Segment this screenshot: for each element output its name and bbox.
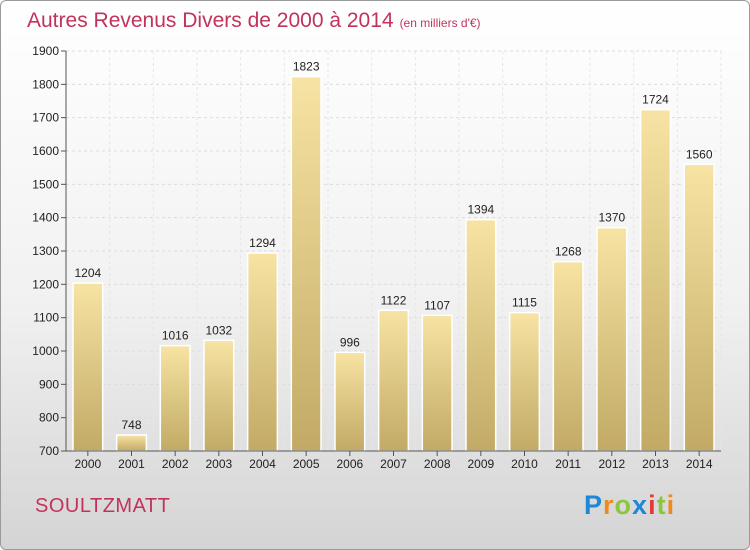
x-tick-label: 2006 bbox=[336, 457, 363, 471]
y-tick-label: 1100 bbox=[33, 311, 59, 325]
y-tick-label: 1700 bbox=[32, 111, 59, 125]
x-tick-label: 2009 bbox=[467, 457, 494, 471]
logo-letter: i bbox=[648, 490, 657, 520]
y-tick-label: 1600 bbox=[32, 144, 59, 158]
bar-2001 bbox=[115, 434, 148, 452]
chart-title: Autres Revenus Divers de 2000 à 2014 (en … bbox=[27, 9, 481, 33]
x-tick-label: 2013 bbox=[642, 457, 669, 471]
bar-value-label: 1115 bbox=[512, 296, 537, 310]
bar-value-label: 1394 bbox=[467, 203, 494, 217]
bar-2007 bbox=[377, 309, 410, 452]
x-tick-label: 2001 bbox=[118, 457, 145, 471]
bar-2002 bbox=[159, 344, 191, 452]
x-tick-label: 2004 bbox=[249, 457, 276, 471]
logo-letter: t bbox=[656, 490, 667, 520]
bar-value-label: 1294 bbox=[249, 236, 276, 250]
bars: 1204 748 1016 1032 1294 1823 996 1122 1107 1394 11… bbox=[72, 60, 715, 452]
x-tick-label: 2002 bbox=[162, 457, 189, 471]
bar-2006 bbox=[334, 351, 366, 452]
y-tick-label: 1900 bbox=[32, 44, 59, 58]
bar-2010 bbox=[508, 311, 541, 452]
axes: 700 800 900 1000 1100 1200 1300 1400 1500 1600 170… bbox=[32, 44, 721, 471]
x-tick-label: 2008 bbox=[424, 457, 451, 471]
y-tick-label: 900 bbox=[39, 377, 59, 391]
title-text: Autres Revenus Divers de 2000 à 2014 bbox=[27, 9, 394, 32]
bar-value-label: 748 bbox=[121, 418, 141, 432]
proxiti-logo: Proxiti bbox=[584, 490, 675, 521]
logo-letter: i bbox=[666, 490, 676, 520]
y-tick-label: 1000 bbox=[32, 344, 59, 358]
bar-2011 bbox=[552, 260, 584, 452]
logo-letter: x bbox=[632, 490, 649, 520]
bar-2013 bbox=[639, 108, 672, 452]
x-tick-label: 2014 bbox=[686, 457, 713, 471]
bar-2008 bbox=[421, 314, 453, 452]
y-tick-label: 1500 bbox=[32, 177, 59, 191]
y-tick-label: 1200 bbox=[32, 277, 59, 291]
bar-value-label: 1032 bbox=[205, 323, 232, 337]
bar-value-label: 1122 bbox=[381, 293, 407, 307]
bar-value-label: 1204 bbox=[74, 266, 101, 280]
bar-value-label: 1107 bbox=[424, 298, 450, 312]
x-tick-label: 2010 bbox=[511, 457, 538, 471]
bar-value-label: 1268 bbox=[555, 245, 582, 259]
y-tick-label: 1800 bbox=[32, 77, 59, 91]
x-tick-label: 2011 bbox=[555, 457, 581, 471]
y-tick-label: 1300 bbox=[32, 244, 59, 258]
x-tick-label: 2007 bbox=[380, 457, 407, 471]
x-tick-label: 2012 bbox=[598, 457, 625, 471]
logo-letter: o bbox=[614, 490, 633, 520]
bar-2012 bbox=[596, 226, 628, 452]
bar-2000 bbox=[72, 282, 104, 452]
x-tick-label: 2005 bbox=[293, 457, 320, 471]
bar-2004 bbox=[246, 252, 279, 452]
bar-value-label: 1560 bbox=[686, 147, 713, 161]
y-tick-label: 700 bbox=[39, 444, 59, 458]
x-tick-label: 2000 bbox=[74, 457, 101, 471]
bar-value-label: 996 bbox=[340, 335, 360, 349]
bar-value-label: 1016 bbox=[162, 329, 189, 343]
logo-letter: P bbox=[584, 490, 604, 520]
bar-2003 bbox=[203, 339, 235, 452]
y-tick-label: 1400 bbox=[32, 211, 59, 225]
bar-value-label: 1823 bbox=[293, 60, 320, 74]
commune-name: SOULTZMATT bbox=[35, 495, 171, 517]
bar-2009 bbox=[465, 218, 497, 452]
bar-2014 bbox=[683, 163, 715, 452]
y-tick-label: 800 bbox=[39, 411, 59, 425]
bar-2005 bbox=[290, 75, 322, 452]
bar-value-label: 1724 bbox=[642, 93, 669, 107]
x-tick-label: 2003 bbox=[205, 457, 232, 471]
bar-value-label: 1370 bbox=[598, 211, 625, 225]
logo-letter: r bbox=[603, 490, 615, 520]
chart-subtitle: (en milliers d'€) bbox=[399, 16, 481, 30]
